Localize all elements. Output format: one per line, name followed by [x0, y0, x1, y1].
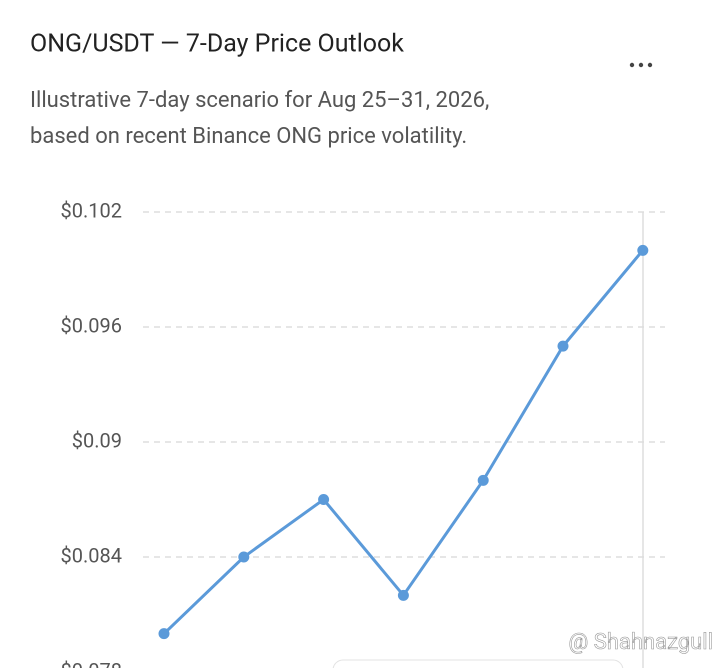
- subtitle: Illustrative 7-day scenario for Aug 25–3…: [30, 88, 489, 113]
- chart-title: ONG/USDT — 7-Day Price Outlook: [30, 30, 404, 59]
- point: [318, 494, 330, 505]
- subtitle: based on recent Binance ONG price volati…: [30, 124, 467, 149]
- tooltip: [332, 659, 624, 668]
- watermark: @ Shahnazgull: [568, 630, 713, 655]
- point: [238, 551, 250, 563]
- point: [637, 244, 649, 256]
- point: [397, 589, 409, 601]
- y-tick-label: $0.096: [61, 313, 122, 337]
- y-tick-label: $0.078: [61, 658, 122, 668]
- y-tick-label: $0.084: [61, 543, 122, 567]
- point: [158, 628, 170, 640]
- point: [557, 340, 569, 352]
- menu-button[interactable]: [629, 62, 653, 68]
- y-tick-label: $0.09: [72, 428, 122, 452]
- point: [477, 474, 489, 486]
- y-tick-label: $0.102: [61, 198, 122, 222]
